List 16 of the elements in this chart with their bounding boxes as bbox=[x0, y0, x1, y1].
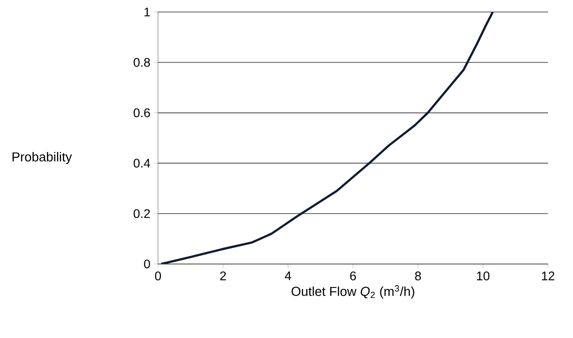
line-series bbox=[160, 12, 494, 264]
y-tick-label: 0.4 bbox=[134, 158, 150, 168]
x-axis-title: Outlet Flow Q$_{2}$ (m$^{3}$/h) bbox=[292, 285, 414, 299]
y-tick-label: 0.2 bbox=[134, 209, 150, 218]
y-tick-label: 0 bbox=[144, 260, 150, 268]
x-tick-label: 12 bbox=[542, 272, 554, 280]
x-tick-label: 6 bbox=[350, 272, 356, 280]
y-tick-label: 0.6 bbox=[134, 108, 150, 118]
x-tick-label: 10 bbox=[477, 272, 490, 280]
x-tick-label: 8 bbox=[415, 272, 421, 280]
x-tick-label: 2 bbox=[220, 272, 226, 280]
y-tick-label: 1 bbox=[144, 8, 150, 16]
x-tick-label: 0 bbox=[155, 272, 161, 280]
x-tick-label: 4 bbox=[284, 272, 292, 280]
y-axis-title: Probability bbox=[12, 152, 72, 164]
y-tick-label: 0.8 bbox=[134, 58, 150, 67]
